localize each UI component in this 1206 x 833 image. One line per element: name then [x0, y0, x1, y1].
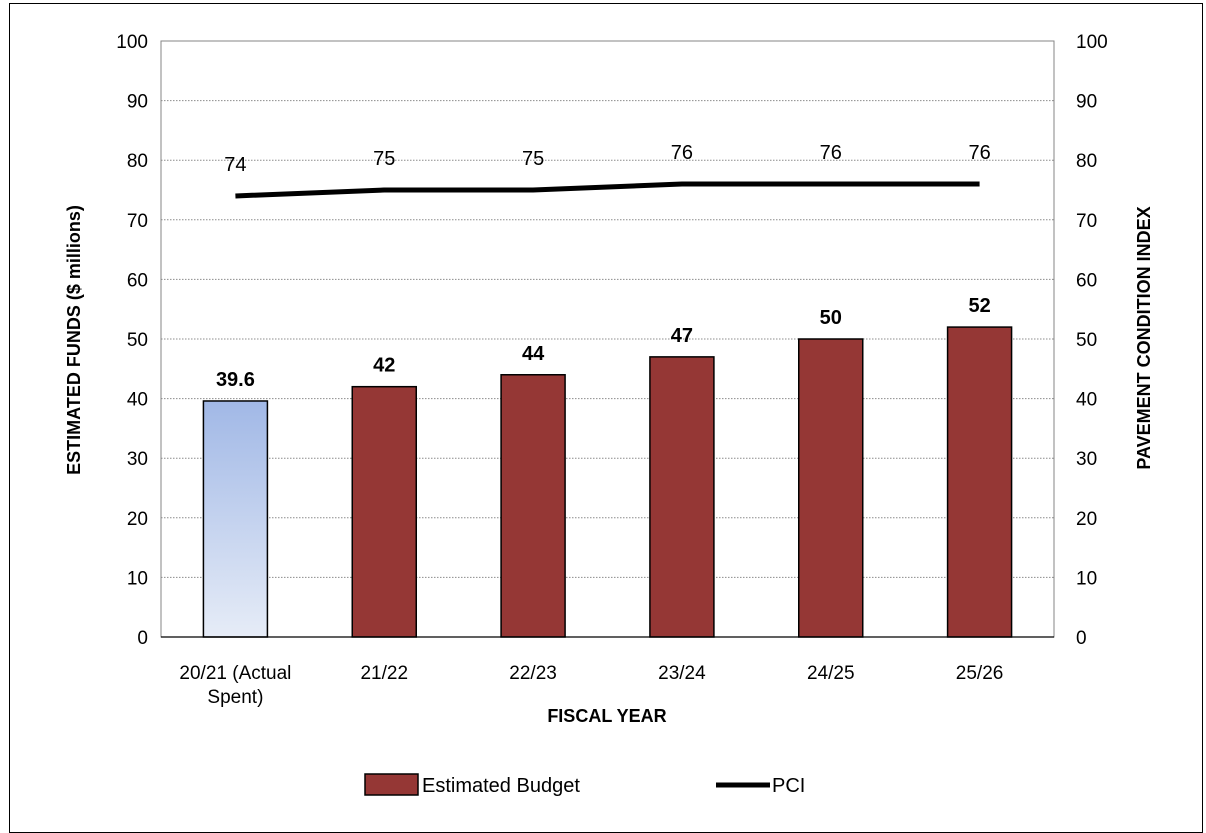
pci-value-label: 76 — [820, 142, 842, 164]
plot-area — [160, 40, 1055, 638]
legend: Estimated Budget PCI — [364, 773, 805, 797]
y2-tick-label: 40 — [1076, 390, 1097, 411]
y2-tick-label: 80 — [1076, 151, 1097, 172]
y-tick-label: 90 — [127, 92, 148, 113]
x-axis-ticks: 20/21 (Actual Spent) 21/22 22/23 23/24 24/25 2… — [179, 663, 1003, 708]
y2-tick-label: 60 — [1076, 270, 1097, 291]
y2-tick-label: 0 — [1076, 628, 1087, 649]
x-tick-label: 22/23 — [509, 663, 557, 684]
y-axis-title: ESTIMATED FUNDS ($ millions) — [64, 205, 84, 475]
pci-value-label: 74 — [224, 154, 246, 176]
y-axis-ticks: 0 10 20 30 40 50 60 70 80 90 100 — [116, 32, 148, 649]
y2-tick-label: 30 — [1076, 449, 1097, 470]
legend-label-estimated-budget: Estimated Budget — [422, 775, 580, 797]
y2-tick-label: 100 — [1076, 32, 1108, 53]
x-tick-label: 21/22 — [360, 663, 408, 684]
x-tick-label: 24/25 — [807, 663, 855, 684]
bar-value-label: 52 — [968, 295, 990, 317]
y-tick-label: 70 — [127, 211, 148, 232]
x-axis-title: FISCAL YEAR — [547, 706, 666, 726]
y-tick-label: 0 — [137, 628, 148, 649]
bar-value-label: 42 — [373, 355, 395, 377]
bar-estimated-budget — [649, 356, 715, 638]
pci-series-line — [235, 181, 980, 199]
bar-estimated-budget — [351, 385, 417, 638]
pci-value-label: 76 — [671, 142, 693, 164]
bar-value-label: 47 — [671, 325, 693, 347]
y-tick-label: 100 — [116, 32, 148, 53]
y2-tick-label: 10 — [1076, 568, 1097, 589]
bar-value-label: 44 — [522, 343, 545, 365]
pci-value-label: 75 — [522, 148, 544, 170]
y2-axis-ticks: 0 10 20 30 40 50 60 70 80 90 100 — [1076, 32, 1108, 649]
y-tick-label: 10 — [127, 568, 148, 589]
pci-value-label: 75 — [373, 148, 395, 170]
x-tick-label: 25/26 — [956, 663, 1004, 684]
pci-value-label: 76 — [968, 142, 990, 164]
x-tick-label: 23/24 — [658, 663, 706, 684]
data-labels: 39.6 42 44 47 50 52 74 75 75 76 76 76 — [216, 142, 991, 391]
y2-axis-title: PAVEMENT CONDITION INDEX — [1134, 206, 1154, 469]
legend-label-pci: PCI — [772, 775, 805, 797]
legend-swatch-estimated-budget — [364, 773, 419, 796]
gridlines — [161, 100, 1054, 578]
y-tick-label: 60 — [127, 270, 148, 291]
y2-tick-label: 70 — [1076, 211, 1097, 232]
y2-tick-label: 20 — [1076, 509, 1097, 530]
pci-line — [235, 181, 980, 199]
y2-tick-label: 90 — [1076, 92, 1097, 113]
bar-actual-spent — [202, 400, 269, 638]
bar-value-label: 39.6 — [216, 369, 255, 391]
bar-estimated-budget — [500, 374, 566, 638]
bar-estimated-budget — [798, 338, 864, 638]
y-tick-label: 80 — [127, 151, 148, 172]
y-tick-label: 50 — [127, 330, 148, 351]
bar-value-label: 50 — [820, 307, 842, 329]
y-tick-label: 30 — [127, 449, 148, 470]
bars — [202, 326, 1013, 638]
y-tick-label: 40 — [127, 390, 148, 411]
y-tick-label: 20 — [127, 509, 148, 530]
y2-tick-label: 50 — [1076, 330, 1097, 351]
bar-estimated-budget — [946, 326, 1013, 638]
x-tick-label: 20/21 (Actual Spent) — [179, 663, 291, 708]
